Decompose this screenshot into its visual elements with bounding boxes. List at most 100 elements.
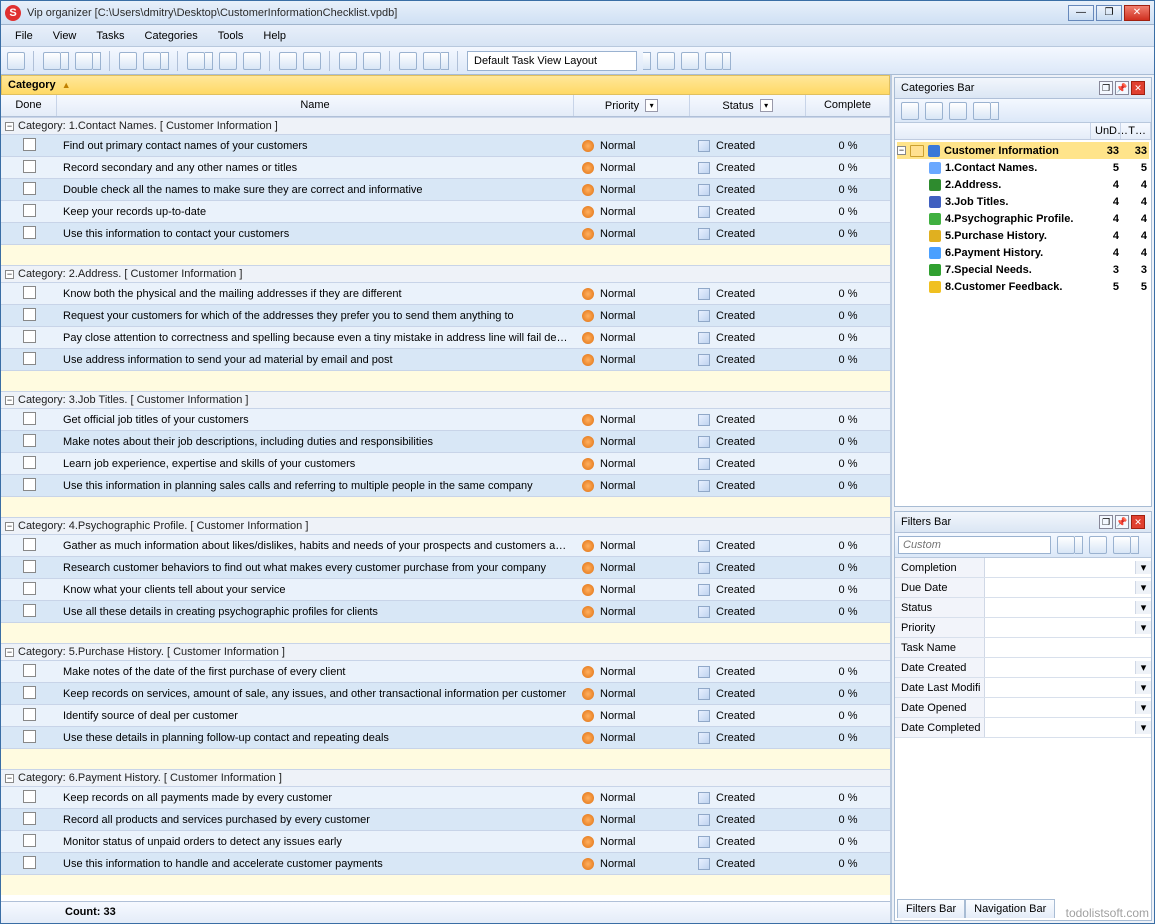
done-checkbox[interactable] [23, 456, 36, 469]
col-priority[interactable]: Priority▾ [574, 95, 690, 116]
tree-node[interactable]: 1.Contact Names.55 [897, 159, 1149, 176]
tree-node[interactable]: 7.Special Needs.33 [897, 261, 1149, 278]
task-row[interactable]: Gather as much information about likes/d… [1, 535, 890, 557]
panel-maximize-icon[interactable]: ❐ [1099, 81, 1113, 95]
dropdown-icon[interactable]: ▾ [1135, 601, 1151, 614]
maximize-button[interactable]: ❐ [1096, 5, 1122, 21]
toolbar-button[interactable] [705, 52, 723, 70]
toolbar-button[interactable] [423, 52, 441, 70]
filter-row[interactable]: Date Opened▾ [895, 698, 1151, 718]
col-name[interactable]: Name [57, 95, 574, 116]
menu-tools[interactable]: Tools [210, 28, 252, 44]
done-checkbox[interactable] [23, 204, 36, 217]
done-checkbox[interactable] [23, 308, 36, 321]
panel-pin-icon[interactable]: 📌 [1115, 81, 1129, 95]
dropdown-icon[interactable]: ▾ [1135, 621, 1151, 634]
toolbar-button[interactable] [681, 52, 699, 70]
done-checkbox[interactable] [23, 138, 36, 151]
task-row[interactable]: Record secondary and any other names or … [1, 157, 890, 179]
filter-row[interactable]: Date Created▾ [895, 658, 1151, 678]
titlebar[interactable]: S Vip organizer [C:\Users\dmitry\Desktop… [1, 1, 1154, 25]
collapse-icon[interactable]: − [5, 522, 14, 531]
dropdown-icon[interactable] [723, 52, 731, 70]
task-row[interactable]: Monitor status of unpaid orders to detec… [1, 831, 890, 853]
menu-categories[interactable]: Categories [137, 28, 206, 44]
toolbar-button[interactable] [75, 52, 93, 70]
dropdown-icon[interactable]: ▾ [1135, 661, 1151, 674]
task-row[interactable]: Double check all the names to make sure … [1, 179, 890, 201]
toolbar-button[interactable] [339, 52, 357, 70]
panel-close-icon[interactable]: ✕ [1131, 81, 1145, 95]
col-complete[interactable]: Complete [806, 95, 890, 116]
done-checkbox[interactable] [23, 790, 36, 803]
task-row[interactable]: Record all products and services purchas… [1, 809, 890, 831]
done-checkbox[interactable] [23, 834, 36, 847]
done-checkbox[interactable] [23, 160, 36, 173]
task-row[interactable]: Pay close attention to correctness and s… [1, 327, 890, 349]
toolbar-button[interactable] [901, 102, 919, 120]
task-row[interactable]: Use all these details in creating psycho… [1, 601, 890, 623]
task-row[interactable]: Research customer behaviors to find out … [1, 557, 890, 579]
toolbar-button[interactable] [399, 52, 417, 70]
dropdown-icon[interactable] [93, 52, 101, 70]
menu-tasks[interactable]: Tasks [88, 28, 132, 44]
category-row[interactable]: −Category: 1.Contact Names. [ Customer I… [1, 117, 890, 135]
task-row[interactable]: Request your customers for which of the … [1, 305, 890, 327]
done-checkbox[interactable] [23, 708, 36, 721]
dropdown-icon[interactable] [161, 52, 169, 70]
done-checkbox[interactable] [23, 582, 36, 595]
collapse-icon[interactable]: − [5, 774, 14, 783]
collapse-icon[interactable]: − [5, 122, 14, 131]
task-row[interactable]: Use address information to send your ad … [1, 349, 890, 371]
done-checkbox[interactable] [23, 434, 36, 447]
dropdown-icon[interactable] [643, 52, 651, 70]
tree-node[interactable]: 4.Psychographic Profile.44 [897, 210, 1149, 227]
done-checkbox[interactable] [23, 686, 36, 699]
toolbar-button[interactable] [119, 52, 137, 70]
tree-node[interactable]: 2.Address.44 [897, 176, 1149, 193]
task-row[interactable]: Use this information in planning sales c… [1, 475, 890, 497]
done-checkbox[interactable] [23, 226, 36, 239]
task-row[interactable]: Keep records on all payments made by eve… [1, 787, 890, 809]
dropdown-icon[interactable] [61, 52, 69, 70]
col-status[interactable]: Status▾ [690, 95, 806, 116]
dropdown-icon[interactable] [991, 102, 999, 120]
toolbar-button[interactable] [7, 52, 25, 70]
tab-filters-bar[interactable]: Filters Bar [897, 899, 965, 918]
task-row[interactable]: Get official job titles of your customer… [1, 409, 890, 431]
toolbar-button[interactable] [279, 52, 297, 70]
collapse-icon[interactable]: − [5, 270, 14, 279]
task-row[interactable]: Find out primary contact names of your c… [1, 135, 890, 157]
filter-row[interactable]: Date Completed▾ [895, 718, 1151, 738]
category-row[interactable]: −Category: 6.Payment History. [ Customer… [1, 769, 890, 787]
toolbar-button[interactable] [1089, 536, 1107, 554]
panel-maximize-icon[interactable]: ❐ [1099, 515, 1113, 529]
tree-node[interactable]: 8.Customer Feedback.55 [897, 278, 1149, 295]
done-checkbox[interactable] [23, 538, 36, 551]
toolbar-button[interactable] [1057, 536, 1075, 554]
done-checkbox[interactable] [23, 856, 36, 869]
dropdown-icon[interactable]: ▾ [1135, 581, 1151, 594]
toolbar-button[interactable] [1113, 536, 1131, 554]
dropdown-icon[interactable]: ▾ [1135, 681, 1151, 694]
dropdown-icon[interactable] [1131, 536, 1139, 554]
dropdown-icon[interactable] [205, 52, 213, 70]
tree-root[interactable]: −Customer Information3333 [897, 142, 1149, 159]
col-done[interactable]: Done [1, 95, 57, 116]
tab-navigation-bar[interactable]: Navigation Bar [965, 899, 1055, 918]
task-row[interactable]: Identify source of deal per customerNorm… [1, 705, 890, 727]
panel-pin-icon[interactable]: 📌 [1115, 515, 1129, 529]
done-checkbox[interactable] [23, 182, 36, 195]
collapse-icon[interactable]: − [5, 396, 14, 405]
filter-dropdown-icon[interactable]: ▾ [645, 99, 658, 112]
toolbar-button[interactable] [243, 52, 261, 70]
done-checkbox[interactable] [23, 604, 36, 617]
dropdown-icon[interactable]: ▾ [1135, 561, 1151, 574]
done-checkbox[interactable] [23, 352, 36, 365]
done-checkbox[interactable] [23, 286, 36, 299]
dropdown-icon[interactable]: ▾ [1135, 721, 1151, 734]
toolbar-button[interactable] [949, 102, 967, 120]
task-row[interactable]: Learn job experience, expertise and skil… [1, 453, 890, 475]
collapse-icon[interactable]: − [5, 648, 14, 657]
toolbar-button[interactable] [303, 52, 321, 70]
